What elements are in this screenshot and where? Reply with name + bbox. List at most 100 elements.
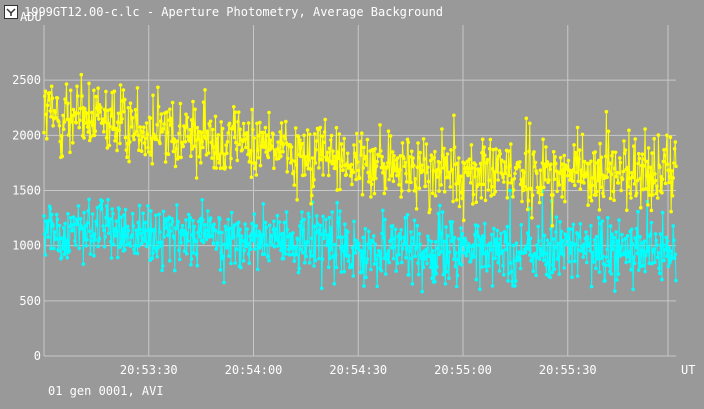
data-point — [206, 232, 211, 237]
data-point — [483, 264, 488, 269]
data-point — [286, 156, 290, 161]
data-point — [87, 81, 91, 86]
data-point — [305, 128, 310, 132]
data-point — [328, 159, 332, 163]
data-point — [199, 160, 203, 165]
data-point — [375, 159, 380, 164]
data-point — [655, 243, 659, 247]
data-point — [225, 242, 230, 246]
data-point — [146, 150, 151, 154]
data-point — [155, 254, 159, 259]
data-point — [245, 227, 249, 231]
data-point — [618, 156, 622, 160]
data-point — [276, 140, 280, 144]
data-point — [494, 169, 499, 174]
data-point — [591, 176, 595, 180]
data-point — [113, 134, 118, 139]
data-point — [327, 146, 332, 151]
data-point — [479, 238, 484, 243]
data-point — [124, 234, 129, 238]
data-point — [223, 224, 228, 229]
data-point — [507, 173, 512, 178]
data-point — [104, 216, 108, 220]
data-point — [151, 251, 155, 256]
data-point — [135, 232, 139, 236]
data-point — [216, 133, 221, 137]
data-point — [600, 219, 604, 223]
lightcurve-app-icon[interactable] — [4, 5, 18, 19]
data-point — [246, 252, 251, 256]
data-point — [432, 155, 437, 160]
data-point — [292, 259, 297, 263]
data-point — [170, 100, 175, 105]
data-point — [632, 255, 636, 259]
data-point — [361, 235, 366, 240]
data-point — [536, 190, 540, 195]
data-point — [397, 232, 402, 236]
data-point — [523, 184, 527, 189]
data-point — [331, 159, 336, 163]
data-point — [638, 176, 642, 181]
data-point — [417, 186, 422, 190]
data-point — [52, 230, 57, 234]
y-tick-label: 500 — [19, 294, 41, 308]
data-point — [636, 209, 640, 214]
data-point — [298, 247, 303, 252]
data-point — [431, 169, 436, 173]
data-point — [471, 192, 476, 197]
data-point — [642, 239, 647, 243]
data-point — [194, 252, 199, 257]
data-point — [262, 145, 267, 150]
data-point — [301, 227, 306, 232]
data-point — [289, 145, 294, 149]
data-point — [413, 177, 418, 181]
data-point — [254, 173, 259, 177]
title-bar: 1999GT12.00-c.lc - Aperture Photometry, … — [4, 3, 443, 21]
data-point — [209, 140, 214, 145]
data-point — [494, 237, 498, 242]
data-point — [626, 185, 630, 189]
data-point — [139, 231, 143, 236]
data-point — [574, 242, 578, 247]
data-point — [387, 177, 392, 182]
data-point — [128, 140, 132, 144]
data-point — [337, 132, 342, 136]
data-point — [480, 151, 484, 155]
data-point — [73, 110, 77, 115]
data-point — [188, 216, 192, 220]
data-point — [372, 191, 377, 196]
data-point — [289, 246, 293, 251]
data-point — [373, 242, 377, 246]
data-point — [71, 141, 75, 145]
data-point — [199, 130, 204, 135]
data-point — [490, 284, 495, 288]
data-point — [528, 253, 532, 257]
data-point — [403, 216, 408, 220]
data-point — [203, 88, 207, 92]
data-point — [642, 157, 647, 161]
data-point — [618, 160, 623, 165]
data-point — [200, 139, 204, 144]
data-point — [320, 257, 325, 262]
data-point — [587, 244, 591, 248]
data-point — [452, 113, 456, 118]
data-point — [250, 221, 254, 226]
data-point — [529, 187, 533, 192]
data-point — [402, 156, 406, 161]
data-point — [614, 174, 618, 179]
data-point — [144, 244, 149, 249]
data-point — [594, 235, 599, 239]
data-point — [493, 189, 498, 194]
data-point — [111, 242, 116, 247]
data-point — [263, 125, 268, 130]
data-point — [218, 166, 223, 170]
data-point — [189, 262, 193, 267]
data-point — [76, 111, 81, 115]
data-point — [162, 235, 166, 239]
data-point — [586, 203, 590, 207]
data-point — [407, 249, 412, 254]
data-point — [270, 144, 274, 148]
data-point — [374, 164, 379, 168]
series-yellow-points — [42, 72, 678, 228]
data-point — [315, 214, 319, 218]
